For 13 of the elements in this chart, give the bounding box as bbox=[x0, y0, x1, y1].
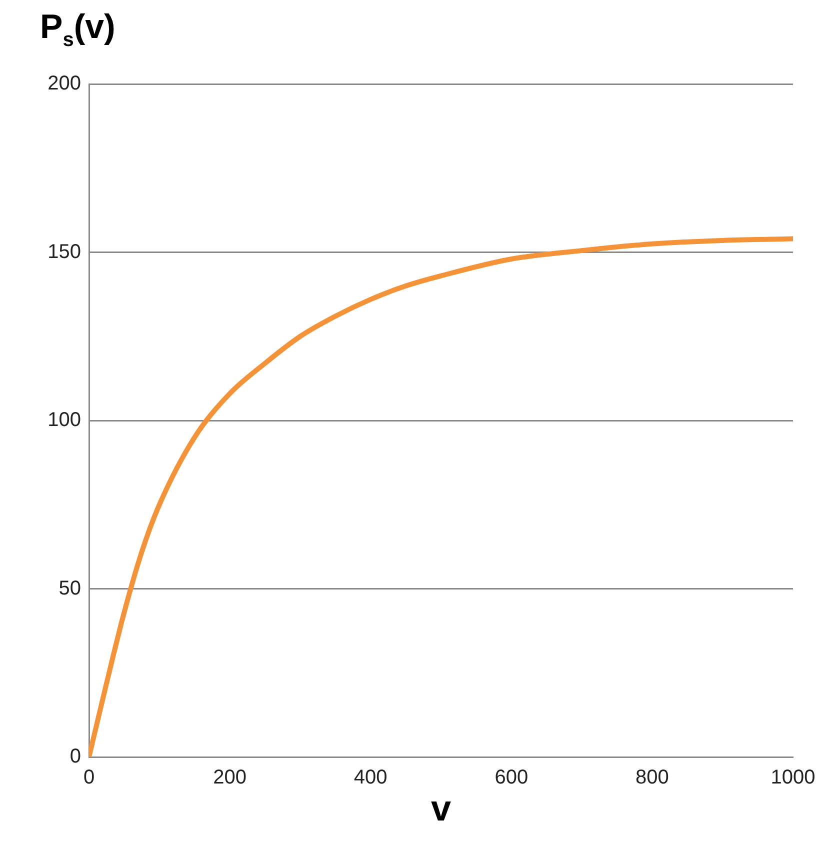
x-axis-title: v bbox=[430, 787, 452, 828]
y-tick-label: 50 bbox=[58, 577, 81, 600]
y-tick-label: 0 bbox=[70, 746, 81, 768]
x-tick-label: 200 bbox=[213, 766, 246, 789]
y-axis-title: P$_{s}$(v) bbox=[40, 8, 116, 52]
y-tick-label: 150 bbox=[48, 240, 81, 263]
x-tick-label: 1000 bbox=[770, 766, 816, 789]
x-tick-label: 800 bbox=[636, 766, 669, 789]
y-tick-label: 200 bbox=[48, 72, 81, 95]
x-tick-label: 0 bbox=[83, 766, 95, 789]
x-tick-label: 600 bbox=[494, 766, 528, 789]
x-tick-label: 400 bbox=[354, 766, 388, 789]
y-tick-label: 100 bbox=[48, 409, 81, 432]
